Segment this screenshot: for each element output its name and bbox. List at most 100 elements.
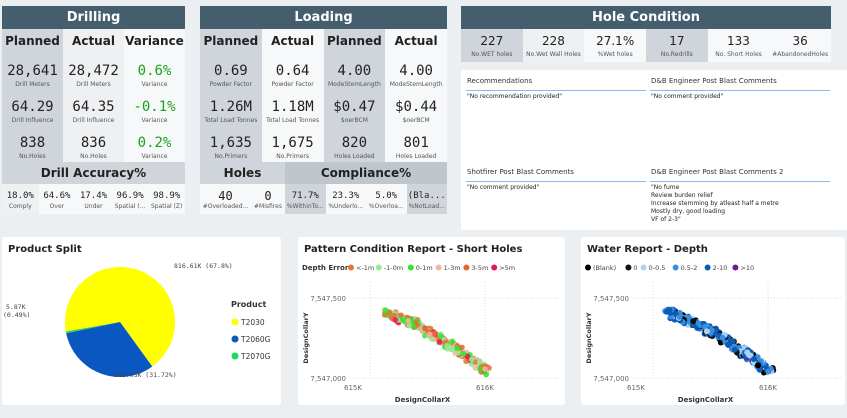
scatter-point[interactable] [438, 333, 444, 339]
scatter-point[interactable] [422, 325, 428, 332]
compliance-stat: 5.0% %Overloa... [366, 184, 407, 214]
water-report-panel: Water Report - Depth (Blank) 0 0-0.5 0.5-2 2… [581, 237, 845, 405]
scatter-point[interactable] [436, 339, 443, 345]
loading-stat: 1.18M Total Load Tonnes [261, 90, 324, 126]
scatter-point[interactable] [756, 366, 763, 373]
scatter-point[interactable] [482, 366, 488, 372]
stat-value: 836 [80, 135, 107, 151]
scatter-point[interactable] [391, 312, 397, 319]
loading-header: Loading [200, 6, 447, 29]
scatter-point[interactable] [463, 358, 469, 365]
stat-value: 40 [218, 189, 233, 203]
stat-label: Spatial (... [114, 203, 146, 210]
x-tick-label: 616K [759, 384, 777, 392]
scatter-point[interactable] [729, 338, 736, 345]
scatter-point[interactable] [449, 338, 456, 345]
hole-stat: 133 No. Short Holes [707, 29, 770, 62]
scatter-point[interactable] [690, 318, 697, 325]
legend-item[interactable]: 0-0.5 [649, 264, 666, 272]
hole-condition-panel: Hole Condition 227 No.WET holes 228 No.Wet … [461, 6, 831, 63]
stat-value: 0.64 [275, 63, 310, 79]
pie-slice-T2030[interactable] [65, 267, 175, 367]
comment-text[interactable]: "No comment provided" [467, 184, 540, 191]
stat-value: 0 [264, 189, 272, 203]
scatter-point[interactable] [755, 362, 761, 369]
scatter-point[interactable] [406, 322, 412, 329]
legend-item[interactable]: >10 [740, 264, 754, 272]
scatter-point[interactable] [717, 339, 724, 346]
legend-item[interactable]: 0 [633, 264, 637, 272]
legend-marker [704, 264, 711, 271]
legend-item[interactable]: 3-5m [471, 264, 488, 272]
scatter-point[interactable] [477, 366, 484, 372]
scatter-point[interactable] [444, 342, 450, 349]
legend-item[interactable]: 2-10 [713, 264, 728, 272]
stat-label: Drill Influence [11, 117, 54, 124]
scatter-point[interactable] [455, 349, 461, 356]
scatter-point[interactable] [460, 351, 467, 357]
comment-text[interactable]: "No recommendation provided" [467, 93, 562, 100]
scatter-point[interactable] [676, 313, 683, 320]
column-header: Actual [63, 29, 124, 54]
scatter-points [381, 307, 492, 378]
scatter-point[interactable] [745, 351, 752, 358]
scatter-point[interactable] [719, 334, 726, 341]
pie-slice-T2070G[interactable] [65, 322, 120, 334]
scatter-point[interactable] [703, 328, 710, 335]
scatter-point[interactable] [751, 356, 757, 362]
hole-stat: 17 No.Redrills [646, 29, 708, 62]
legend-item[interactable]: -1-0m [384, 264, 403, 272]
scatter-point[interactable] [459, 344, 465, 351]
comment-text[interactable]: "No fume Review burden relief Increase s… [651, 184, 779, 223]
legend-item[interactable]: <-1m [356, 264, 374, 272]
drill-accuracy-header: Drill Accuracy% [2, 162, 185, 184]
legend-item[interactable]: T2070G [240, 352, 271, 361]
stat-value: 1,635 [209, 135, 252, 151]
scatter-point[interactable] [477, 359, 483, 365]
pie-data-label: 816.61K (67.8%) [174, 262, 233, 270]
column-header: Variance [124, 29, 185, 54]
scatter-point[interactable] [472, 365, 478, 371]
drilling-stat: -0.1% Variance [124, 90, 185, 126]
comment-title: Shotfirer Post Blast Comments [467, 168, 574, 176]
legend-item[interactable]: 1-3m [444, 264, 461, 272]
scatter-point[interactable] [428, 336, 435, 342]
stat-label: No.Holes [19, 153, 46, 160]
scatter-point[interactable] [386, 310, 393, 316]
stat-label: Variance [141, 81, 168, 88]
scatter-point[interactable] [663, 308, 670, 315]
drilling-stat: 64.35 Drill Influence [63, 90, 124, 126]
legend-marker [348, 264, 354, 271]
loading-stat: 0.69 Powder Factor [200, 54, 262, 90]
scatter-point[interactable] [411, 322, 417, 329]
scatter-point[interactable] [765, 368, 772, 375]
scatter-point[interactable] [405, 318, 411, 324]
legend-item[interactable]: T2060G [240, 335, 271, 344]
legend-item[interactable]: >5m [499, 264, 515, 272]
scatter-point[interactable] [483, 371, 489, 378]
column-header: Planned [2, 29, 63, 54]
scatter-point[interactable] [430, 331, 437, 338]
scatter-point[interactable] [426, 331, 433, 338]
legend-item[interactable]: T2030 [240, 318, 265, 327]
legend-item[interactable]: 0.5-2 [681, 264, 698, 272]
pie-slice-T2060G[interactable] [66, 322, 153, 377]
scatter-point[interactable] [392, 317, 399, 323]
scatter-point[interactable] [725, 341, 731, 348]
legend-title: Product [231, 300, 266, 309]
y-tick-label: 7,547,500 [310, 295, 346, 303]
scatter-point[interactable] [731, 346, 738, 353]
stat-value: 64.35 [72, 99, 115, 115]
scatter-point[interactable] [702, 323, 708, 330]
scatter-point[interactable] [398, 312, 404, 318]
comment-text[interactable]: "No comment provided" [651, 93, 724, 100]
legend-item[interactable]: (Blank) [593, 264, 616, 272]
legend-item[interactable]: 0-1m [416, 264, 433, 272]
water-report-title: Water Report - Depth [587, 244, 708, 255]
compliance-stat: 71.7% %WithinTo... [285, 184, 326, 214]
scatter-point[interactable] [468, 356, 475, 363]
stat-value: 0.69 [214, 63, 248, 79]
scatter-point[interactable] [454, 345, 460, 352]
product-split-title: Product Split [8, 244, 82, 255]
stat-value: 801 [403, 135, 429, 151]
